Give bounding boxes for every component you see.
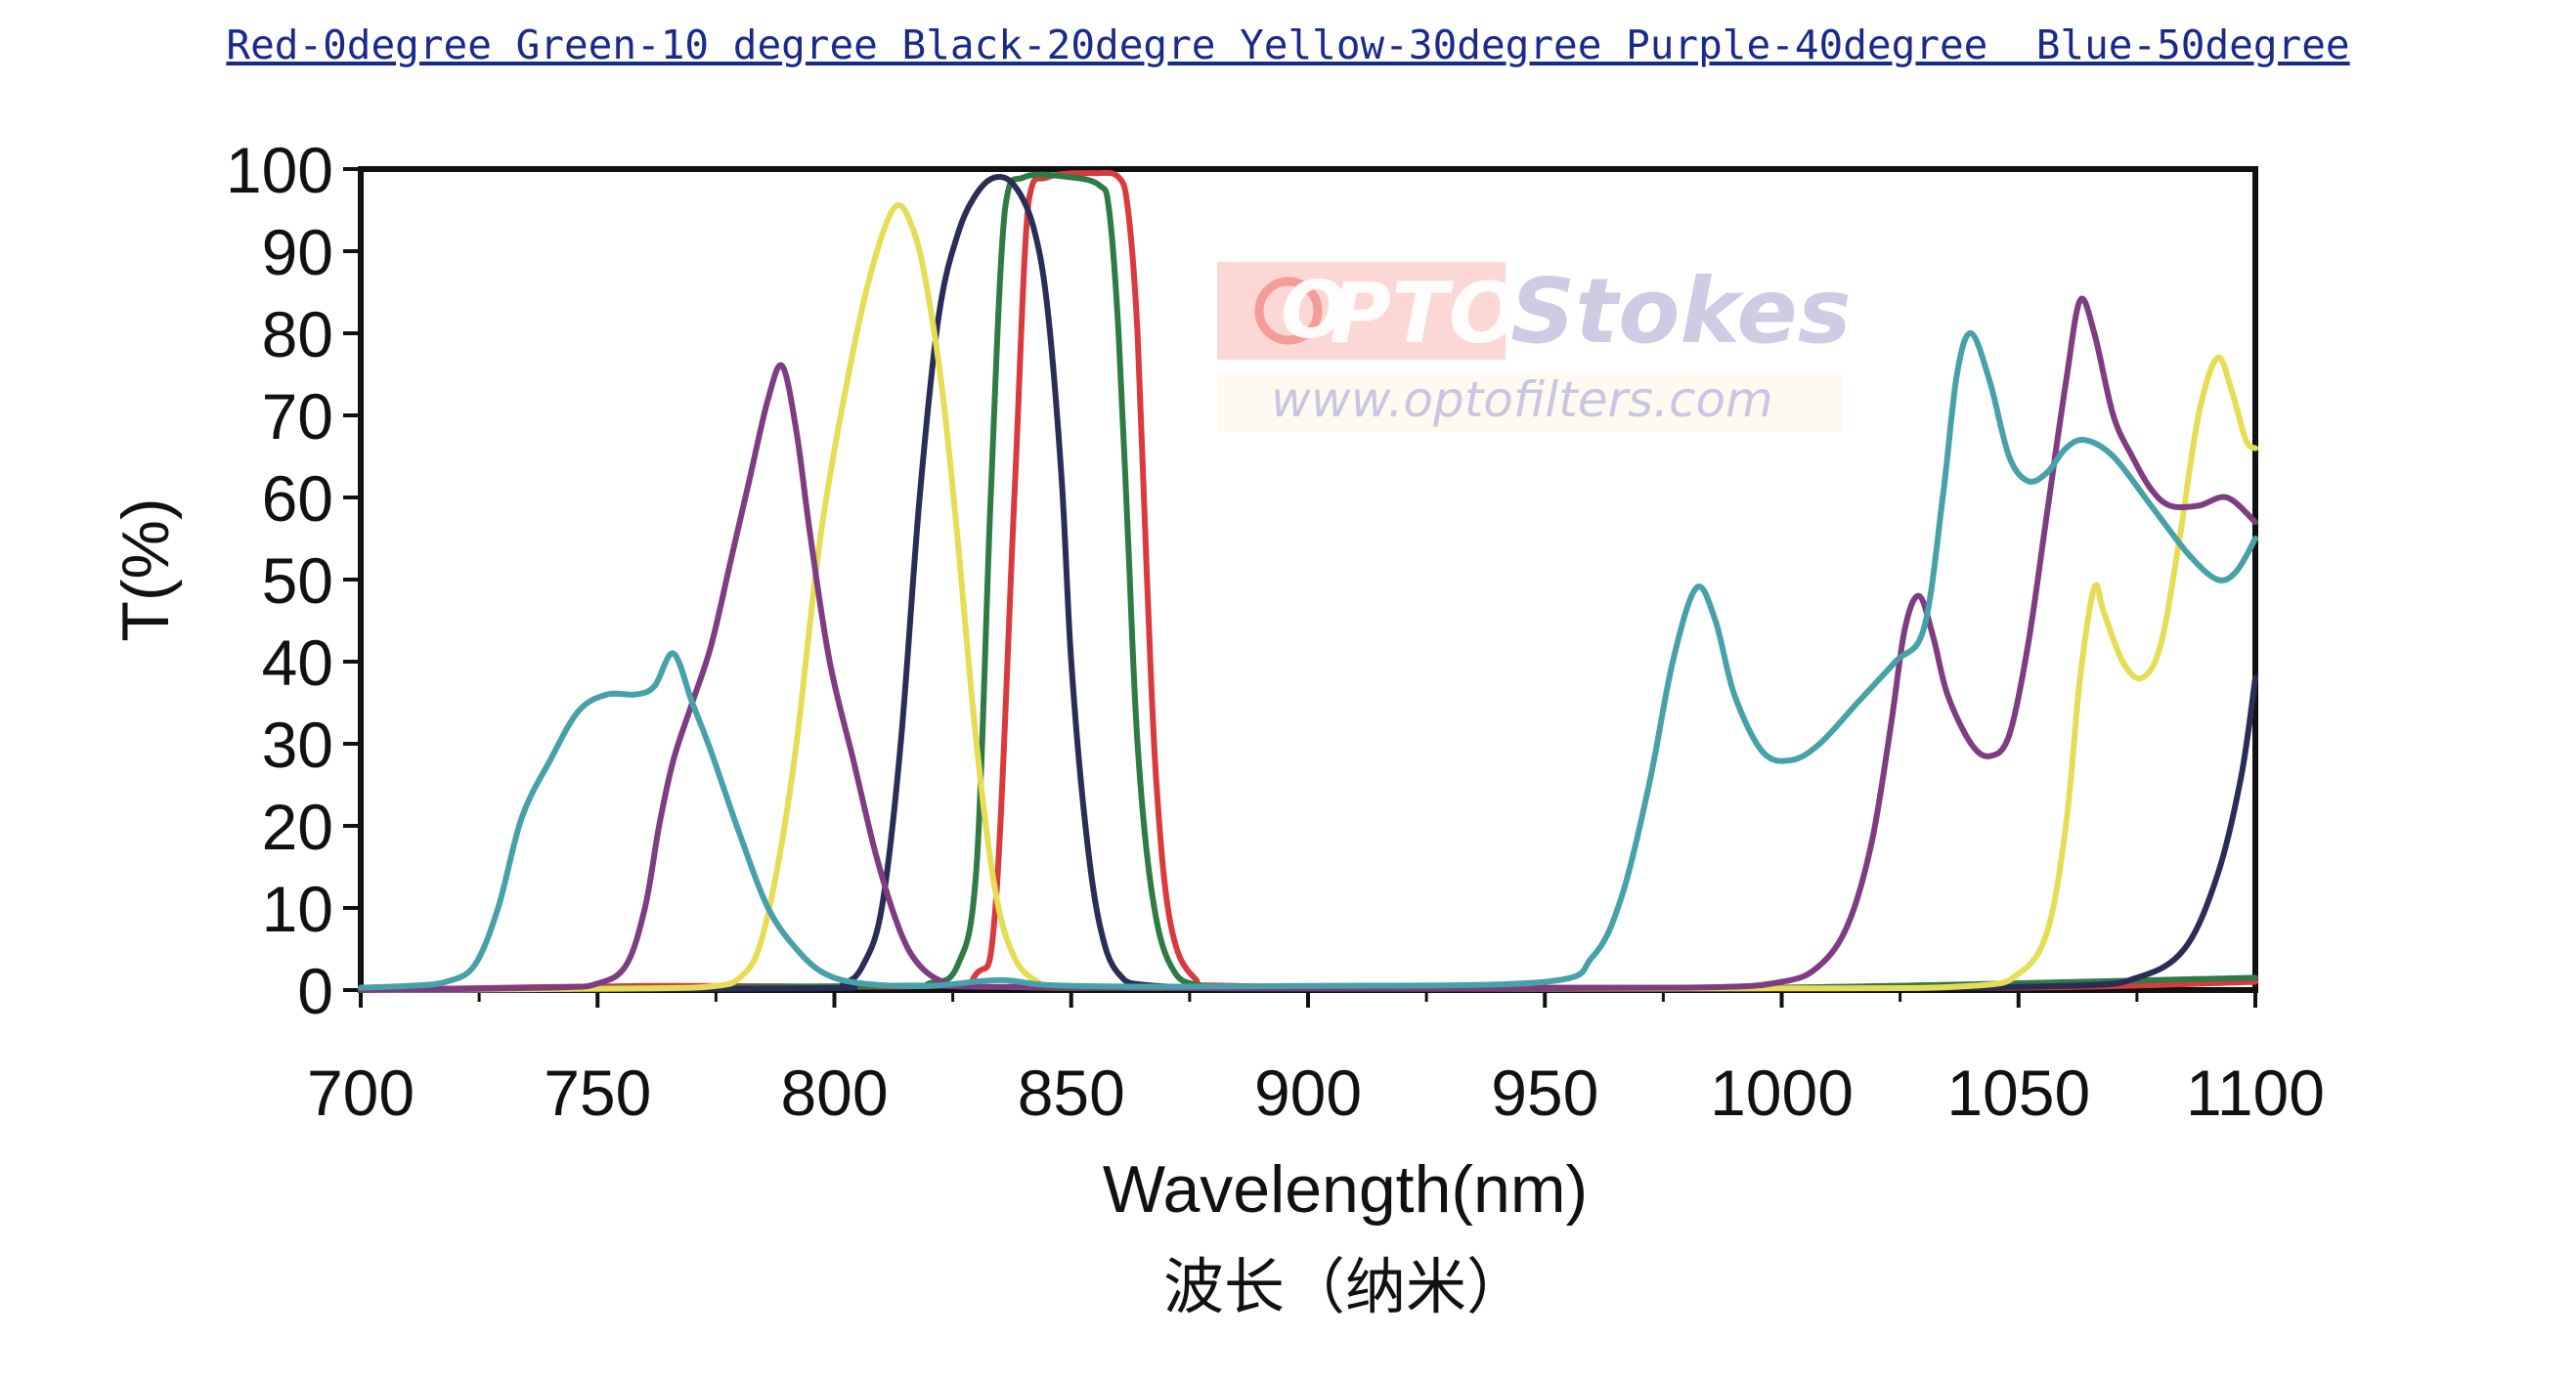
x-tick-label: 800 bbox=[780, 1057, 888, 1129]
y-tick-label: 90 bbox=[262, 216, 333, 288]
watermark-logo-o: O bbox=[1281, 265, 1347, 356]
watermark-logo-pto: PTO bbox=[1330, 265, 1520, 363]
watermark-logo-circle bbox=[1254, 277, 1323, 345]
y-axis-tick-labels: 0 10 20 30 40 50 60 70 80 90 100 bbox=[226, 134, 333, 1027]
y-tick-label: 30 bbox=[262, 709, 333, 781]
x-axis-ticks bbox=[359, 990, 2257, 1008]
watermark-logo-stokes: Stokes bbox=[1510, 259, 1852, 364]
y-tick-label: 50 bbox=[262, 544, 333, 617]
x-tick-label: 700 bbox=[307, 1057, 415, 1129]
y-axis-title: T(%) bbox=[109, 497, 183, 641]
x-axis-title: Wavelength(nm) bbox=[1103, 1152, 1588, 1227]
y-tick-label: 60 bbox=[262, 462, 333, 535]
y-tick-label: 20 bbox=[262, 791, 333, 863]
x-tick-label: 950 bbox=[1491, 1057, 1598, 1129]
x-tick-label: 900 bbox=[1254, 1057, 1362, 1129]
x-tick-label: 750 bbox=[544, 1057, 651, 1129]
legend-caption-link[interactable]: Red-0degree Green-10 degree Black-20degr… bbox=[226, 22, 2350, 68]
series-line-blue bbox=[358, 330, 2258, 991]
watermark: O PTO Stokes www.optofilters.com bbox=[1217, 259, 1852, 432]
watermark-url: www.optofilters.com bbox=[1271, 371, 1773, 428]
x-tick-label: 1000 bbox=[1710, 1057, 1854, 1129]
x-axis-tick-labels: 700 750 800 850 900 950 1000 1050 1100 bbox=[307, 1057, 2325, 1129]
y-tick-label: 40 bbox=[262, 626, 333, 699]
y-tick-label: 10 bbox=[262, 873, 333, 945]
x-tick-label: 850 bbox=[1018, 1057, 1125, 1129]
series-line-purple bbox=[358, 295, 2258, 993]
watermark-url-band bbox=[1217, 373, 1843, 432]
watermark-logo-box bbox=[1217, 262, 1506, 360]
series-lines bbox=[358, 169, 2258, 993]
series-line-yellow bbox=[358, 201, 2258, 993]
y-tick-label: 70 bbox=[262, 380, 333, 453]
x-tick-label: 1100 bbox=[2186, 1057, 2325, 1129]
x-tick-label: 1050 bbox=[1946, 1057, 2090, 1129]
x-axis-title-chinese: 波长（纳米） bbox=[1163, 1251, 1527, 1322]
y-tick-label: 0 bbox=[297, 955, 333, 1027]
y-tick-label: 80 bbox=[262, 298, 333, 370]
y-tick-label: 100 bbox=[226, 134, 333, 206]
